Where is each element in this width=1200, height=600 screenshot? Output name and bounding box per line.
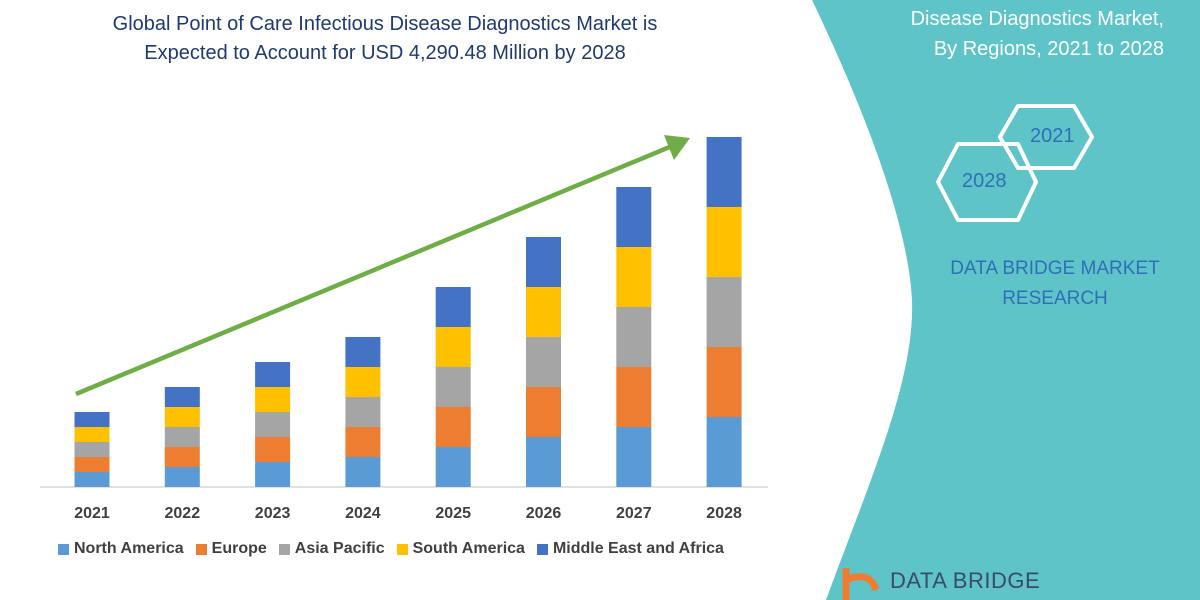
x-tick-label: 2026 [526, 505, 562, 522]
bar-segment-2027-middle-east-and-africa [616, 187, 652, 247]
bar-segment-2028-asia-pacific [706, 277, 742, 347]
bar-segment-2025-north-america [435, 447, 471, 487]
x-tick-label: 2021 [74, 505, 110, 522]
title-line-2: Expected to Account for USD 4,290.48 Mil… [144, 42, 626, 64]
x-tick-label: 2025 [435, 505, 471, 522]
legend-swatch [58, 543, 69, 555]
bar-segment-2027-europe [616, 367, 652, 427]
bar-segment-2023-south-america [255, 387, 291, 412]
bar-segment-2025-middle-east-and-africa [435, 287, 471, 327]
bar-segment-2023-north-america [255, 462, 291, 487]
x-tick-label: 2022 [165, 505, 201, 522]
legend-label: South America [412, 540, 525, 557]
bar-segment-2022-south-america [164, 407, 200, 427]
bar-segment-2021-europe [74, 457, 110, 472]
bar-segment-2028-south-america [706, 207, 742, 277]
legend-label: North America [74, 540, 184, 557]
legend-swatch [195, 543, 207, 555]
bar-segment-2021-south-america [74, 427, 110, 442]
legend-item: Asia Pacific [278, 540, 385, 558]
side-title: Disease Diagnostics Market, By Regions, … [824, 4, 1164, 64]
chart-area: 2021 2022 2023 2024 2025 2026 2027 2028 [40, 135, 768, 522]
bar-segment-2028-north-america [706, 417, 742, 487]
brand-text: DATA BRIDGE MARKET RESEARCH [920, 254, 1190, 314]
legend-item: North America [58, 540, 184, 558]
brand-line-2: RESEARCH [1002, 288, 1108, 309]
bar-segment-2026-north-america [526, 437, 561, 487]
legend-label: Asia Pacific [294, 540, 385, 557]
bar-segment-2021-middle-east-and-africa [74, 412, 110, 427]
x-tick-label: 2027 [616, 505, 652, 522]
bar-segment-2027-north-america [616, 427, 652, 487]
bar-segment-2028-middle-east-and-africa [706, 137, 742, 207]
bar-segment-2024-asia-pacific [345, 397, 381, 427]
chart-title: Global Point of Care Infectious Disease … [40, 10, 730, 68]
bar-segment-2026-middle-east-and-africa [526, 237, 561, 287]
bar-segment-2022-europe [164, 447, 200, 467]
bar-segment-2026-south-america [526, 287, 561, 337]
legend-item: South America [396, 540, 525, 558]
hexagon-2021 [998, 104, 1094, 170]
bar-segment-2021-north-america [74, 472, 110, 487]
bar-segment-2022-north-america [164, 467, 200, 487]
legend-label: Middle East and Africa [552, 540, 724, 557]
bar-segment-2027-south-america [616, 247, 652, 307]
bar-segment-2023-europe [255, 437, 291, 462]
legend-swatch [396, 543, 408, 555]
bar-segment-2023-asia-pacific [255, 412, 291, 437]
trend-arrow-head-icon [664, 135, 690, 160]
hex-label-2028: 2028 [962, 170, 1007, 192]
x-tick-label: 2028 [706, 505, 742, 522]
bar-segment-2024-north-america [345, 457, 381, 487]
bar-segment-2025-europe [435, 407, 471, 447]
hex-label-2021: 2021 [1030, 125, 1075, 147]
bar-segment-2026-asia-pacific [526, 337, 561, 387]
bar-segment-2024-europe [345, 427, 381, 457]
legend-swatch [278, 543, 290, 555]
bar-segment-2026-europe [526, 387, 561, 437]
bar-segment-2027-asia-pacific [616, 307, 652, 367]
legend-item: Middle East and Africa [536, 540, 724, 558]
bar-segment-2028-europe [706, 347, 742, 417]
hexagon-2028 [936, 142, 1038, 222]
x-tick-label: 2024 [345, 505, 381, 522]
logo-text: DATA BRIDGE [890, 568, 1041, 593]
bar-segment-2022-middle-east-and-africa [164, 387, 200, 407]
brand-line-1: DATA BRIDGE MARKET [950, 258, 1160, 279]
bar-segment-2022-asia-pacific [164, 427, 200, 447]
title-line-1: Global Point of Care Infectious Disease … [112, 13, 658, 35]
side-panel [812, 0, 1200, 600]
bar-segment-2021-asia-pacific [74, 442, 110, 457]
legend-swatch [536, 543, 548, 555]
legend: North America Europe Asia Pacific South … [58, 540, 724, 558]
bar-segment-2024-south-america [345, 367, 381, 397]
trend-arrow-line [75, 143, 673, 397]
legend-label: Europe [211, 540, 267, 557]
bar-segment-2023-middle-east-and-africa [255, 362, 291, 387]
x-tick-label: 2023 [255, 505, 291, 522]
bar-segment-2025-asia-pacific [435, 367, 471, 407]
logo-icon [842, 568, 880, 600]
legend-item: Europe [195, 540, 267, 558]
bar-segment-2024-middle-east-and-africa [345, 337, 381, 367]
bar-segment-2025-south-america [435, 327, 471, 367]
side-title-line-1: Disease Diagnostics Market, [910, 8, 1164, 30]
side-title-line-2: By Regions, 2021 to 2028 [933, 38, 1164, 60]
